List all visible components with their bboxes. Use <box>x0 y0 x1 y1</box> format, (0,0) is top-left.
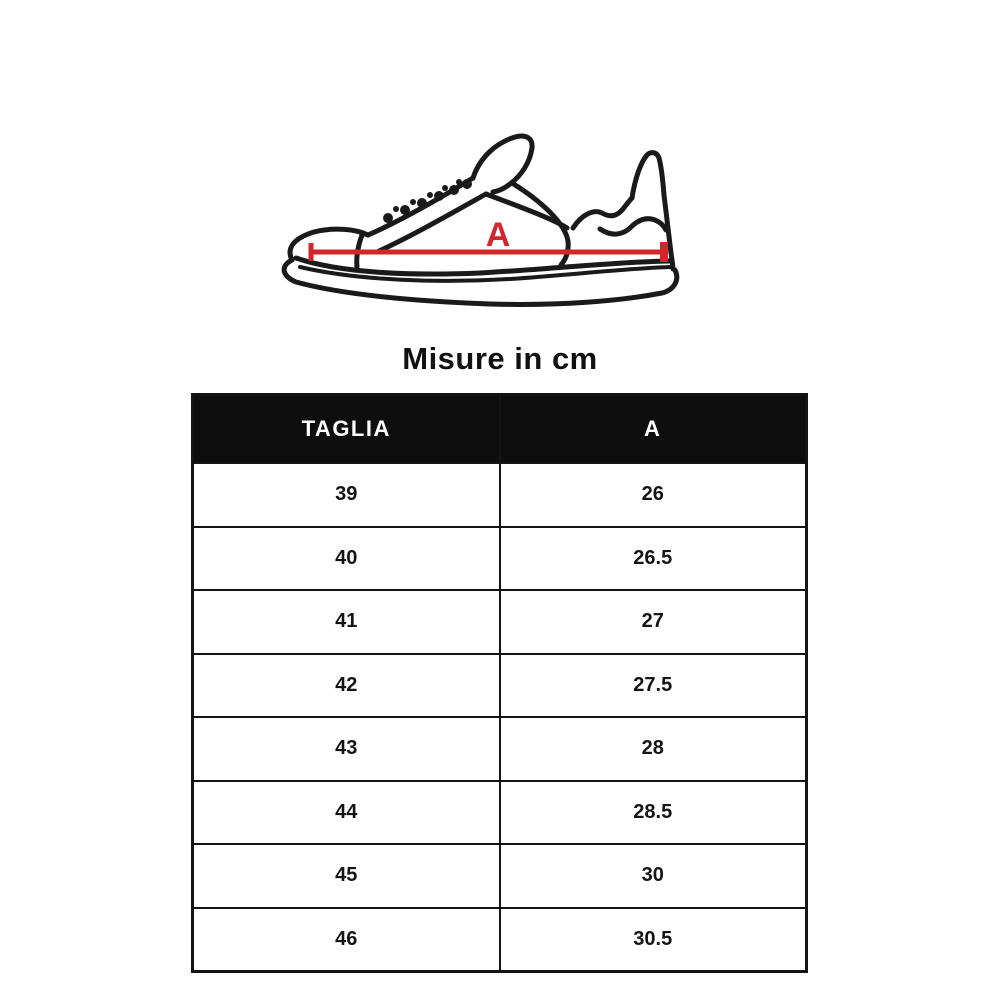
column-header-a: A <box>498 393 808 464</box>
table-row: 46 30.5 <box>191 906 808 973</box>
table-row: 41 27 <box>191 589 808 655</box>
shoe-toe-outline <box>287 226 371 263</box>
size-cell: 42 <box>191 652 501 718</box>
measure-cell: 27.5 <box>498 652 808 718</box>
shoe-heel-counter <box>597 216 669 237</box>
size-cell: 46 <box>191 906 501 973</box>
table-row: 42 27.5 <box>191 652 808 718</box>
measure-cell: 27 <box>498 589 808 655</box>
shoe-laces <box>383 179 472 223</box>
size-cell: 44 <box>191 779 501 845</box>
table-row: 40 26.5 <box>191 525 808 591</box>
size-cell: 39 <box>191 462 501 528</box>
measurement-label-a: A <box>486 216 511 254</box>
column-header-taglia: TAGLIA <box>191 393 501 464</box>
shoe-midsole-line <box>293 255 673 277</box>
shoe-throat-line <box>483 191 570 231</box>
size-cell: 41 <box>191 589 501 655</box>
table-row: 44 28.5 <box>191 779 808 845</box>
table-header-row: TAGLIA A <box>191 393 808 464</box>
table-row: 39 26 <box>191 462 808 528</box>
size-cell: 43 <box>191 716 501 782</box>
shoe-tongue <box>470 133 535 195</box>
table-row: 45 30 <box>191 843 808 909</box>
measure-cell: 30.5 <box>498 906 808 973</box>
measurement-line <box>308 242 668 262</box>
measure-cell: 26 <box>498 462 808 528</box>
shoe-collar-sweep <box>509 180 571 268</box>
shoe-heel-collar <box>570 195 635 231</box>
measure-cell: 28 <box>498 716 808 782</box>
sneaker-line-drawing: A <box>281 133 680 307</box>
table-row: 43 28 <box>191 716 808 782</box>
shoe-heel-tab <box>629 150 676 272</box>
shoe-outsole <box>281 257 680 307</box>
size-table: TAGLIA A 39 26 40 26.5 41 27 42 27.5 43 <box>191 393 808 973</box>
shoe-midsole-line2 <box>298 265 673 283</box>
measure-cell: 28.5 <box>498 779 808 845</box>
size-cell: 45 <box>191 843 501 909</box>
measure-cell: 26.5 <box>498 525 808 591</box>
size-cell: 40 <box>191 525 501 591</box>
shoe-illustration: A <box>270 110 730 340</box>
measure-cell: 30 <box>498 843 808 909</box>
page-title: Misure in cm <box>402 341 598 376</box>
shoe-lace-stay-lower <box>376 191 489 254</box>
